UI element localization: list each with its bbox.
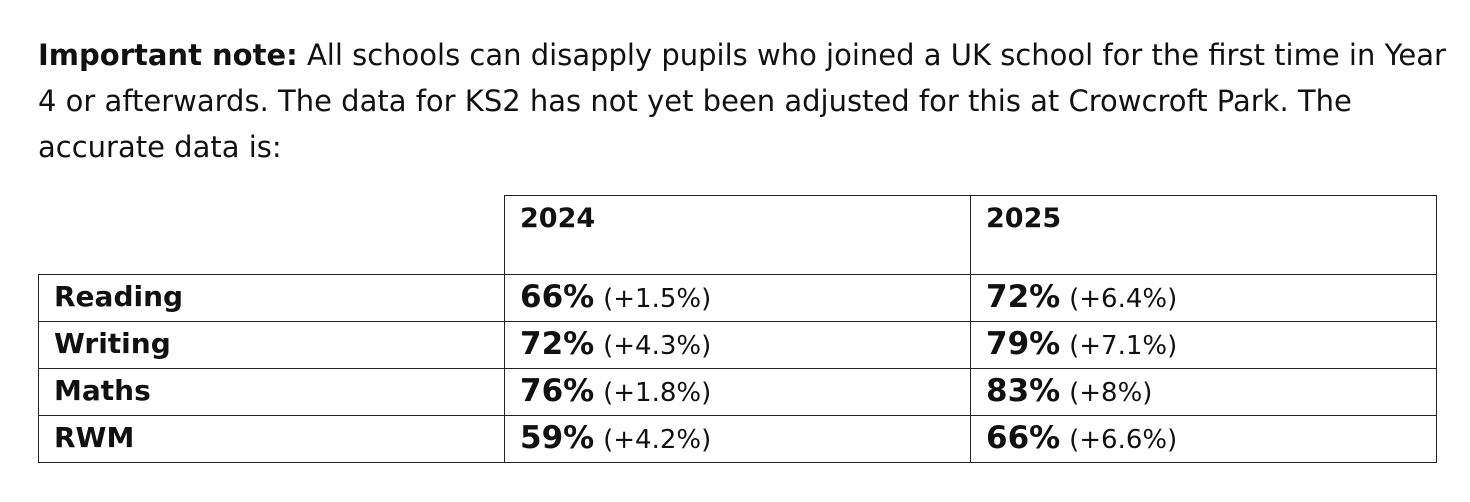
- cell-rwm-2025: 66% (+6.6%): [970, 415, 1437, 463]
- row-label-reading: Reading: [38, 274, 505, 322]
- header-2025: 2025: [970, 195, 1437, 275]
- reading-2025-value: 72%: [986, 279, 1061, 315]
- maths-2025-value: 83%: [986, 373, 1061, 409]
- cell-writing-2025: 79% (+7.1%): [970, 321, 1437, 369]
- row-label-writing: Writing: [38, 321, 505, 369]
- writing-2024-change: (+4.3%): [603, 331, 712, 361]
- cell-maths-2025: 83% (+8%): [970, 368, 1437, 416]
- table-row-writing: Writing 72% (+4.3%) 79% (+7.1%): [38, 321, 1437, 369]
- rwm-2024-change: (+4.2%): [603, 425, 712, 455]
- reading-2024-change: (+1.5%): [603, 284, 712, 314]
- cell-reading-2024: 66% (+1.5%): [504, 274, 971, 322]
- rwm-2025-value: 66%: [986, 420, 1061, 456]
- reading-2024-value: 66%: [520, 279, 595, 315]
- maths-2024-value: 76%: [520, 373, 595, 409]
- cell-reading-2025: 72% (+6.4%): [970, 274, 1437, 322]
- cell-maths-2024: 76% (+1.8%): [504, 368, 971, 416]
- maths-2025-change: (+8%): [1069, 378, 1153, 408]
- rwm-2024-value: 59%: [520, 420, 595, 456]
- important-note-body: All schools can disapply pupils who join…: [38, 38, 1446, 164]
- row-label-maths: Maths: [38, 368, 505, 416]
- table-row-reading: Reading 66% (+1.5%) 72% (+6.4%): [38, 274, 1437, 322]
- writing-2024-value: 72%: [520, 326, 595, 362]
- maths-2024-change: (+1.8%): [603, 378, 712, 408]
- header-empty-cell: [38, 195, 505, 275]
- writing-2025-value: 79%: [986, 326, 1061, 362]
- row-label-rwm: RWM: [38, 415, 505, 463]
- ks2-results-table: 2024 2025 Reading 66% (+1.5%) 72% (+6.4%…: [38, 195, 1437, 463]
- important-note-paragraph: Important note: All schools can disapply…: [38, 32, 1458, 170]
- important-note-lead: Important note:: [38, 38, 298, 72]
- cell-rwm-2024: 59% (+4.2%): [504, 415, 971, 463]
- rwm-2025-change: (+6.6%): [1069, 425, 1178, 455]
- writing-2025-change: (+7.1%): [1069, 331, 1178, 361]
- table-header-row: 2024 2025: [38, 195, 1437, 275]
- table-row-maths: Maths 76% (+1.8%) 83% (+8%): [38, 368, 1437, 416]
- table-row-rwm: RWM 59% (+4.2%) 66% (+6.6%): [38, 415, 1437, 463]
- cell-writing-2024: 72% (+4.3%): [504, 321, 971, 369]
- header-2024: 2024: [504, 195, 971, 275]
- reading-2025-change: (+6.4%): [1069, 284, 1178, 314]
